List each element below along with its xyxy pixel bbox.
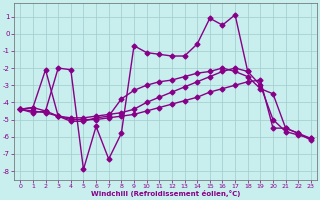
X-axis label: Windchill (Refroidissement éolien,°C): Windchill (Refroidissement éolien,°C) (91, 190, 240, 197)
